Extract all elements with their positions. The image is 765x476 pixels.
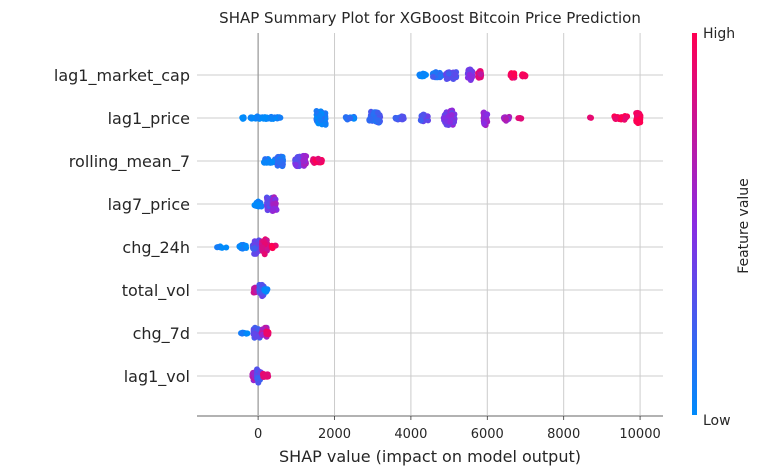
shap-point [244, 330, 251, 337]
shap-point [452, 71, 459, 78]
shap-point [292, 161, 299, 168]
feature-label: lag7_price [108, 195, 190, 215]
feature-labels: lag1_market_cap lag1_price rolling_mean_7l… [54, 66, 190, 387]
x-tick-label: 10000 [619, 427, 660, 442]
shap-point [315, 155, 322, 162]
x-axis-label: SHAP value (impact on model output) [279, 447, 581, 466]
shap-point [239, 114, 246, 121]
shap-point [272, 200, 279, 207]
shap-point [430, 73, 436, 80]
shap-point [254, 201, 261, 208]
shap-point [259, 244, 266, 251]
shap-point [316, 112, 323, 119]
shap-point [347, 115, 354, 122]
shap-point [445, 71, 452, 78]
shap-point [242, 242, 249, 249]
x-axis: 0 2000 4000 6000 8000 10000 [197, 415, 663, 442]
shap-point [263, 330, 270, 337]
x-tick-label: 2000 [318, 427, 351, 442]
shap-point [268, 243, 275, 250]
shap-point [261, 159, 268, 166]
x-tick-label: 8000 [547, 427, 580, 442]
shap-point [300, 157, 307, 164]
scatter-points [214, 66, 644, 386]
shap-point [214, 244, 221, 251]
shap-point [612, 115, 619, 122]
shap-point [303, 153, 310, 160]
colorbar-low-label: Low [703, 413, 731, 429]
shap-point [617, 114, 624, 121]
shap-point [502, 115, 509, 122]
shap-point [223, 244, 230, 251]
shap-point [441, 114, 448, 121]
shap-point [269, 206, 276, 213]
shap-point [292, 157, 299, 164]
colorbar-gradient [692, 33, 697, 415]
x-tick-label: 0 [254, 427, 262, 442]
shap-point [367, 116, 374, 123]
shap-point [467, 66, 474, 73]
shap-point [511, 72, 518, 79]
shap-point [264, 200, 271, 207]
shap-point [443, 76, 450, 83]
shap-point [251, 250, 258, 257]
shap-point [277, 114, 284, 121]
x-tick-label: 6000 [471, 427, 504, 442]
shap-point [477, 71, 484, 78]
shap-point [317, 117, 324, 124]
shap-point [447, 118, 454, 125]
feature-label: rolling_mean_7 [69, 152, 190, 172]
shap-point [250, 331, 257, 338]
shap-point [375, 117, 382, 124]
shap-point [633, 117, 640, 124]
colorbar-title: Feature value [736, 178, 752, 274]
shap-point [261, 373, 268, 380]
feature-label: chg_7d [133, 324, 190, 344]
shap-point [253, 115, 260, 122]
shap-point [515, 115, 522, 122]
shap-point [519, 71, 526, 78]
shap-point [586, 114, 593, 121]
shap-point [261, 287, 268, 294]
shap-point [267, 115, 274, 122]
colorbar-high-label: High [703, 26, 735, 42]
shap-point [269, 158, 276, 165]
shap-point [260, 115, 267, 122]
feature-label: total_vol [122, 281, 190, 301]
shap-point [481, 120, 488, 127]
feature-label: chg_24h [122, 238, 190, 258]
shap-point [254, 374, 261, 381]
chart-title: SHAP Summary Plot for XGBoost Bitcoin Pr… [219, 9, 641, 27]
x-tick-label: 4000 [394, 427, 427, 442]
shap-point [261, 251, 268, 258]
feature-label: lag1_vol [124, 367, 190, 387]
shap-point [448, 111, 455, 118]
shap-point [322, 121, 329, 128]
shap-point [622, 114, 629, 121]
feature-label: lag1_market_cap [54, 66, 190, 86]
colorbar: High Low Feature value [692, 26, 752, 429]
grid-lines [197, 33, 663, 415]
feature-label: lag1_price [108, 109, 190, 129]
shap-point [437, 73, 444, 80]
shap-point [420, 71, 427, 78]
shap-point [392, 115, 399, 122]
shap-point [374, 109, 381, 116]
shap-point [277, 158, 284, 165]
shap-point [398, 116, 405, 123]
shap-point [466, 71, 473, 78]
shap-point [484, 111, 491, 118]
shap-point [417, 117, 424, 124]
